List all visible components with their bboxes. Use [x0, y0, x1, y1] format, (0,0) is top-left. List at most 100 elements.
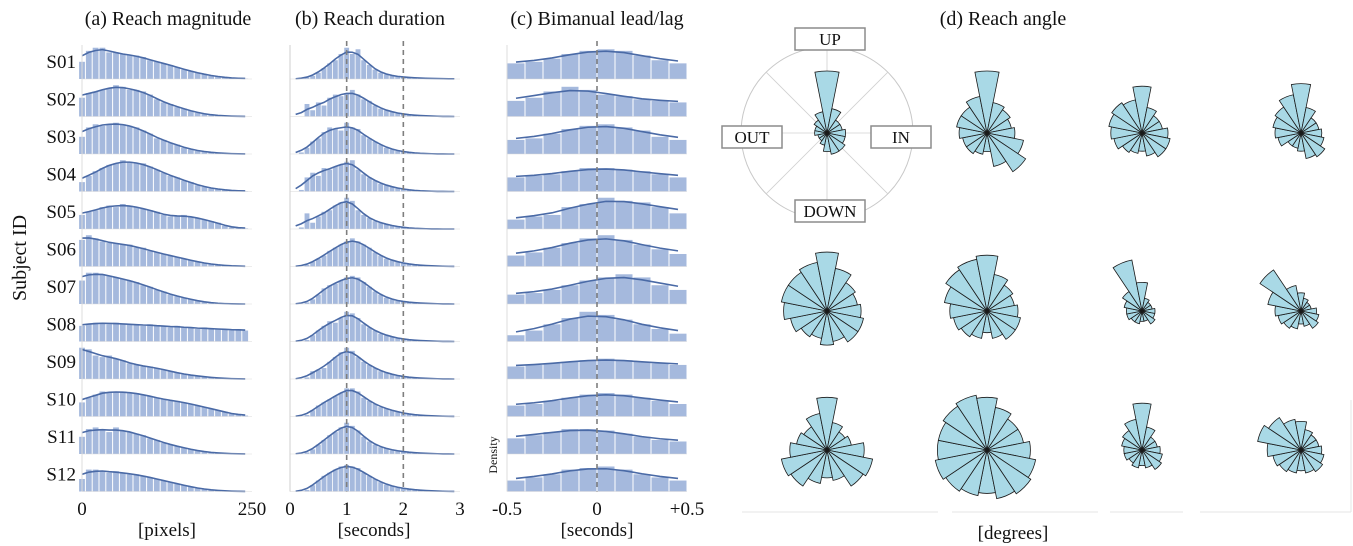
rose-sector [826, 108, 842, 134]
histogram-bar [597, 94, 615, 117]
histogram-bar [615, 169, 633, 192]
rose-sector [814, 70, 840, 134]
histogram-bar [561, 469, 579, 492]
histogram-bar [349, 238, 355, 267]
histogram-bar [372, 141, 378, 154]
histogram-bar [153, 289, 160, 304]
histogram-bar [633, 244, 651, 267]
panel-a-plot [79, 45, 252, 493]
histogram-bar [174, 216, 181, 229]
histogram-bar [349, 275, 355, 304]
histogram-bar [147, 166, 153, 192]
histogram-bar [383, 297, 389, 304]
histogram-bar [525, 403, 543, 417]
histogram-bar [651, 328, 669, 342]
histogram-bar [310, 222, 316, 229]
histogram-bar [669, 213, 687, 229]
rose-sector [1132, 85, 1152, 134]
histogram-bar [208, 377, 215, 379]
histogram-bar [208, 452, 215, 454]
histogram-bar [92, 171, 99, 192]
histogram-bar [310, 110, 316, 117]
histogram-bar [332, 357, 338, 379]
rose-sector [1132, 402, 1152, 451]
histogram-bar [160, 214, 167, 229]
histogram-bar [106, 275, 113, 304]
histogram-bar [194, 72, 201, 79]
rose-sector [1300, 310, 1319, 329]
histogram-bar [321, 439, 327, 454]
histogram-bar [140, 325, 147, 342]
histogram-bar [378, 144, 384, 154]
rose-sector [1290, 83, 1312, 134]
histogram-bar [651, 136, 669, 154]
panel-b-plot [289, 41, 460, 493]
direction-box [794, 199, 866, 223]
direction-label: UP [819, 30, 841, 49]
kde-curve [295, 92, 455, 118]
histogram-bar [349, 388, 355, 417]
histogram-bar [338, 53, 344, 79]
rose-sector [1141, 449, 1163, 471]
histogram-bar [338, 202, 344, 229]
histogram-bar [304, 414, 310, 417]
histogram-bar [113, 427, 119, 454]
histogram-bar [140, 366, 147, 379]
density-label: Density [486, 436, 500, 473]
histogram-bar [338, 352, 344, 379]
histogram-bar [378, 482, 384, 492]
histogram-bar [349, 425, 355, 454]
histogram-bar [85, 93, 92, 117]
histogram-bar [194, 405, 201, 417]
histogram-bar [332, 396, 338, 417]
direction-label: DOWN [804, 202, 857, 221]
histogram-bar [201, 376, 208, 379]
histogram-bar [561, 397, 579, 417]
histogram-bar [597, 430, 615, 454]
histogram-bar [126, 89, 133, 117]
histogram-bar [187, 299, 194, 304]
histogram-bar [215, 410, 221, 417]
histogram-bar [543, 400, 561, 417]
histogram-bar [383, 484, 389, 492]
histogram-bar [378, 108, 384, 117]
histogram-bar [507, 335, 525, 342]
histogram-bar [669, 333, 687, 342]
histogram-bar [99, 168, 106, 192]
histogram-bar [201, 186, 208, 192]
histogram-bar [106, 355, 113, 379]
histogram-bar [633, 474, 651, 492]
histogram-bar [208, 188, 215, 192]
histogram-bar [194, 450, 201, 454]
rose-sector [1268, 417, 1302, 451]
histogram-bar [579, 468, 597, 492]
rose-sector [826, 310, 859, 343]
histogram-bar [221, 77, 228, 79]
histogram-bar [201, 219, 208, 229]
rose-sector [815, 251, 839, 312]
histogram-bar [406, 77, 412, 79]
histogram-bar [361, 99, 367, 117]
histogram-bar [615, 394, 633, 417]
histogram-bar [208, 408, 215, 417]
histogram-bar [651, 249, 669, 267]
histogram-bar [366, 441, 372, 454]
histogram-bar [507, 438, 525, 454]
histogram-bar [315, 138, 321, 154]
histogram-bar [126, 125, 133, 154]
histogram-bar [85, 127, 92, 154]
histogram-bar [338, 244, 344, 267]
histogram-bar [525, 435, 543, 454]
histogram-bar [85, 397, 92, 417]
kde-curve [295, 425, 455, 455]
histogram-bar [615, 274, 633, 304]
polar-spoke [765, 132, 828, 195]
histogram-bar [140, 130, 147, 154]
histogram-bar [615, 360, 633, 379]
histogram-bar [315, 102, 321, 117]
histogram-bar [561, 243, 579, 267]
histogram-bar [615, 96, 633, 117]
histogram-bar [389, 374, 395, 379]
histogram-bar [327, 361, 333, 379]
histogram-bar [361, 361, 367, 379]
